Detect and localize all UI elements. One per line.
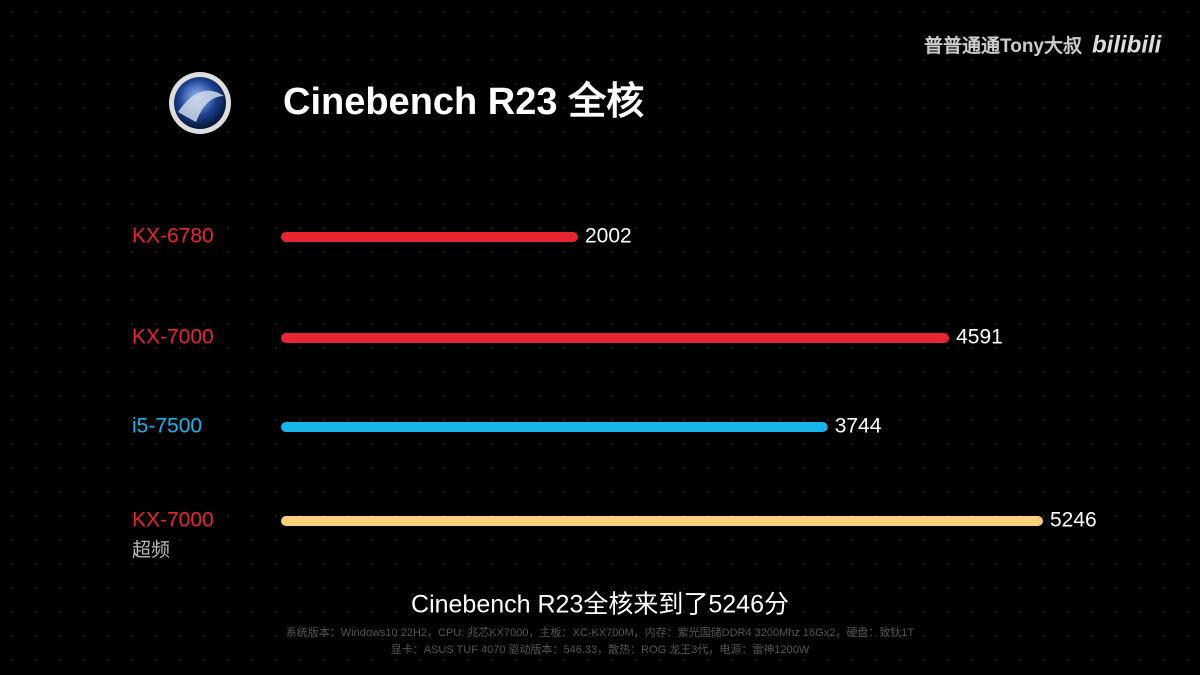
category-label: KX-6780 <box>132 225 214 248</box>
logo <box>169 72 231 134</box>
brand: bilibili <box>1092 31 1163 58</box>
category-label: KX-7000 <box>132 326 214 349</box>
category-label: i5-7500 <box>132 415 202 438</box>
value-label: 3744 <box>835 415 882 438</box>
value-label: 2002 <box>585 225 632 248</box>
category-label: KX-7000 <box>132 509 214 532</box>
footnote: 系统版本：Windows10 22H2，CPU: 兆芯KX7000，主板：XC-… <box>286 625 915 639</box>
chart-title: Cinebench R23 全核 <box>283 80 644 123</box>
value-label: 4591 <box>956 326 1003 349</box>
footnote: 显卡：ASUS TUF 4070 驱动版本：546.33，散热：ROG 龙王3代… <box>391 642 810 656</box>
caption: Cinebench R23全核来到了5246分 <box>411 591 789 619</box>
category-note: 超频 <box>132 539 170 561</box>
value-label: 5246 <box>1050 509 1097 532</box>
watermark: 普普通通Tony大叔 <box>924 34 1083 57</box>
